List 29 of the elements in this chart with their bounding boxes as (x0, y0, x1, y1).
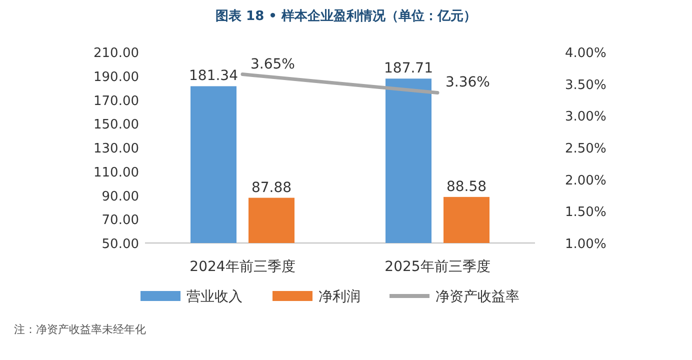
data-label: 88.58 (446, 178, 487, 195)
title: 图表 18 • 样本企业盈利情况（单位：亿元） (216, 9, 476, 24)
y-tick-label: 190.00 (94, 70, 139, 85)
y-tick-label: 90.00 (102, 189, 139, 204)
y-tick-label: 210.00 (94, 46, 139, 61)
y2-tick-label: 1.00% (565, 237, 606, 252)
legend-label: 净资产收益率 (436, 289, 520, 305)
legend-label: 净利润 (318, 289, 360, 305)
y2-tick-label: 2.50% (565, 142, 606, 156)
data-label: 3.65% (250, 56, 295, 72)
x-tick-label: 2025年前三季度 (384, 259, 490, 275)
x-tick-label: 2024年前三季度 (190, 259, 296, 275)
y-tick-label: 170.00 (94, 94, 139, 109)
y2-tick-label: 1.50% (565, 205, 606, 220)
data-label: 87.88 (251, 180, 292, 196)
data-label: 181.34 (189, 68, 238, 84)
y-tick-label: 110.00 (94, 165, 139, 180)
y-tick-label: 150.00 (94, 118, 139, 133)
y-tick-label: 50.00 (102, 237, 139, 252)
data-label: 3.36% (446, 74, 490, 91)
y2-tick-label: 2.00% (565, 173, 606, 188)
data-label: 187.71 (384, 60, 433, 77)
annotation: 注：净资产收益率未经年化 (14, 323, 146, 336)
y-tick-label: 70.00 (102, 213, 139, 228)
y2-tick-label: 4.00% (565, 46, 606, 61)
y-tick-label: 130.00 (94, 142, 139, 156)
y2-tick-label: 3.50% (565, 78, 606, 93)
y2-tick-label: 3.00% (565, 110, 606, 125)
legend-label: 营业收入 (186, 289, 242, 305)
